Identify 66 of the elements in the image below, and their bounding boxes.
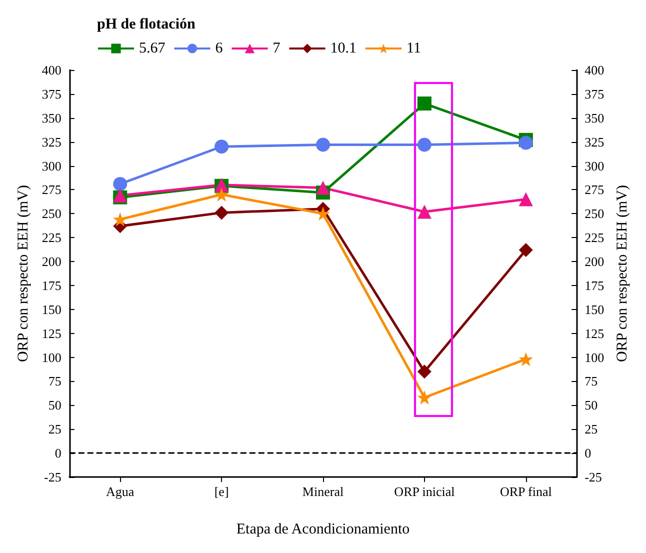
y-tick-label: 75 — [48, 374, 62, 389]
y-tick-label: 50 — [48, 398, 62, 413]
y-tick-label: 250 — [42, 206, 62, 222]
y2-tick-label: 25 — [584, 422, 598, 437]
point — [417, 138, 432, 152]
y2-tick-label: 150 — [584, 302, 604, 317]
point — [417, 364, 432, 379]
x-tick-label: Mineral — [302, 484, 344, 499]
y2-tick-label: 400 — [584, 62, 604, 78]
y2-tick-label: 75 — [584, 374, 598, 389]
legend-label: 5.67 — [139, 40, 166, 56]
point — [518, 192, 533, 206]
y2-tick-label: 100 — [584, 350, 604, 365]
y-tick-label: 225 — [42, 230, 62, 246]
y2-axis-title: ORP con respecto EEH (mV) — [614, 185, 630, 362]
y2-tick-label: 275 — [584, 182, 604, 198]
y-axis-title: ORP con respecto EEH (mV) — [16, 185, 32, 362]
y-tick-label: 350 — [42, 110, 62, 126]
y2-tick-label: 350 — [584, 110, 604, 126]
point — [113, 176, 128, 191]
x-axis-title: Etapa de Acondicionamiento — [236, 522, 410, 538]
y-tick-label: 400 — [42, 62, 62, 78]
x-tick-label: Agua — [106, 484, 134, 499]
y2-tick-label: 50 — [584, 398, 598, 413]
point — [316, 180, 330, 195]
point — [214, 187, 229, 202]
point — [518, 352, 533, 366]
y2-tick-label: 225 — [584, 230, 604, 246]
point — [214, 140, 229, 154]
point — [113, 212, 128, 226]
legend-label: 7 — [272, 40, 281, 56]
y-tick-label: 275 — [42, 182, 62, 198]
y2-tick-label: 0 — [584, 446, 592, 461]
legend-label: 10.1 — [330, 40, 356, 56]
x-tick-label: [e] — [214, 484, 229, 499]
y2-tick-label: 300 — [584, 158, 604, 174]
y2-tick-label: 125 — [584, 326, 604, 341]
y2-tick-label: 375 — [584, 86, 604, 102]
point — [417, 96, 432, 111]
point — [417, 204, 432, 219]
point — [417, 390, 432, 405]
y-tick-label: 100 — [42, 350, 62, 365]
y-tick-label: 150 — [42, 302, 62, 317]
point — [518, 243, 533, 258]
y2-tick-label: -25 — [584, 470, 602, 484]
y2-tick-label: 200 — [584, 254, 604, 270]
y-tick-label: 200 — [42, 254, 62, 270]
y-tick-label: 125 — [42, 326, 62, 341]
y2-tick-label: 175 — [584, 278, 604, 293]
x-tick-label: ORP final — [500, 484, 552, 499]
x-tick-label: ORP inicial — [394, 484, 456, 499]
point — [518, 136, 533, 150]
point — [214, 206, 229, 220]
y-tick-label: 300 — [42, 158, 62, 174]
y-tick-label: 325 — [42, 134, 62, 150]
y2-tick-label: 325 — [584, 134, 604, 150]
legend-title: pH de flotación — [97, 16, 196, 32]
y2-tick-label: 250 — [584, 206, 604, 222]
y-tick-label: 175 — [42, 278, 62, 293]
y-tick-label: -25 — [44, 470, 62, 484]
y-tick-label: 0 — [54, 446, 62, 461]
legend-label: 11 — [406, 40, 421, 56]
point — [316, 138, 330, 152]
y-tick-label: 375 — [42, 86, 62, 102]
legend-label: 6 — [215, 40, 224, 56]
y-tick-label: 25 — [48, 422, 62, 437]
